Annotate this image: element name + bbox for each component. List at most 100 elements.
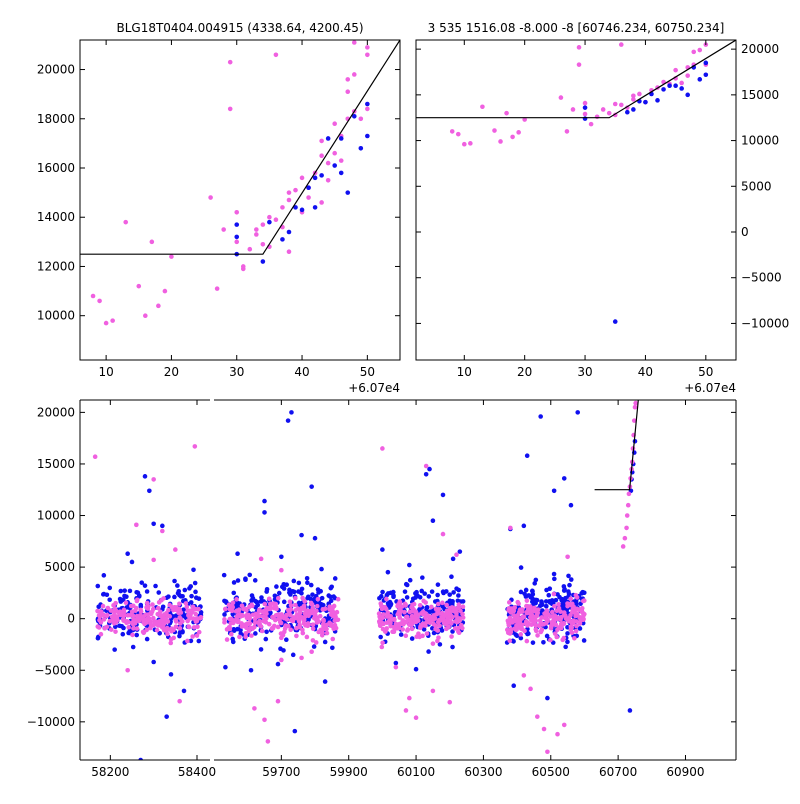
data-point xyxy=(377,614,382,619)
data-point xyxy=(402,589,408,594)
data-point xyxy=(208,195,213,200)
data-point xyxy=(351,40,357,45)
y-tick-label: 20000 xyxy=(37,405,75,419)
data-point xyxy=(514,633,520,639)
data-point xyxy=(193,606,198,612)
data-point xyxy=(575,410,581,415)
data-point xyxy=(244,625,249,631)
data-point xyxy=(437,623,442,629)
data-point xyxy=(378,594,384,599)
data-point xyxy=(244,607,249,613)
data-point xyxy=(508,525,513,531)
data-point xyxy=(129,559,135,565)
data-point xyxy=(101,617,107,622)
x-tick-label: 60700 xyxy=(599,765,637,779)
data-point xyxy=(151,659,156,665)
data-point xyxy=(296,616,302,622)
data-point xyxy=(555,627,560,633)
data-point xyxy=(380,626,386,632)
data-point xyxy=(186,624,192,630)
data-point xyxy=(413,613,418,618)
data-point xyxy=(138,609,144,614)
y-tick-label: 15000 xyxy=(37,457,75,471)
data-point xyxy=(300,595,305,601)
data-point xyxy=(160,528,165,534)
data-point xyxy=(273,52,279,58)
y-tick-label: 0 xyxy=(741,225,749,239)
data-point xyxy=(286,249,292,254)
data-point xyxy=(122,593,127,599)
data-point xyxy=(167,602,173,608)
data-point xyxy=(424,619,430,624)
data-point xyxy=(319,138,324,144)
data-point xyxy=(293,205,298,210)
data-point xyxy=(449,634,454,639)
data-point xyxy=(254,227,259,232)
y-tick-label: 16000 xyxy=(37,161,75,175)
data-point xyxy=(291,578,297,584)
bottom-panel: 58200 58400 59700 59900 60100 60300 60500 60700… xyxy=(27,399,737,779)
data-point xyxy=(191,625,197,630)
data-point xyxy=(278,620,284,626)
data-point xyxy=(417,594,423,600)
data-point xyxy=(148,619,153,624)
data-point xyxy=(612,101,618,107)
data-point xyxy=(392,617,397,622)
data-point xyxy=(297,610,303,615)
data-point xyxy=(549,609,555,615)
data-point xyxy=(134,597,140,603)
data-point xyxy=(600,107,606,112)
data-point xyxy=(558,95,564,100)
data-point xyxy=(187,614,193,620)
data-point xyxy=(248,625,254,631)
data-point xyxy=(249,593,255,598)
data-point xyxy=(125,667,130,673)
data-point xyxy=(130,632,135,638)
data-point xyxy=(314,620,320,625)
data-point xyxy=(168,637,174,642)
data-point xyxy=(319,632,325,638)
data-point xyxy=(288,603,294,608)
data-point xyxy=(330,645,335,651)
data-point xyxy=(551,488,557,494)
data-point xyxy=(177,633,182,639)
data-point xyxy=(631,107,636,112)
data-point xyxy=(551,571,557,577)
data-point xyxy=(548,637,553,643)
data-point xyxy=(435,582,441,587)
data-point xyxy=(92,454,98,460)
data-point xyxy=(191,567,196,573)
data-point xyxy=(125,551,130,556)
data-point xyxy=(544,603,549,609)
data-point xyxy=(227,106,233,112)
data-point xyxy=(95,583,101,589)
data-point xyxy=(320,617,326,623)
data-point xyxy=(274,584,279,589)
data-point xyxy=(580,598,586,604)
data-point xyxy=(293,595,298,601)
data-point xyxy=(151,557,156,563)
data-point xyxy=(152,619,158,625)
data-point xyxy=(188,638,194,644)
data-point xyxy=(145,606,151,611)
data-point xyxy=(519,609,525,614)
data-point xyxy=(554,608,560,614)
data-point xyxy=(319,153,324,158)
data-point xyxy=(334,617,340,622)
data-point xyxy=(576,45,582,50)
data-point xyxy=(385,601,391,606)
data-point xyxy=(122,588,127,593)
data-point xyxy=(254,232,259,237)
data-point xyxy=(143,620,149,626)
data-point xyxy=(158,613,164,619)
data-point xyxy=(230,639,236,645)
data-point xyxy=(552,603,557,609)
data-point xyxy=(376,619,382,624)
data-point xyxy=(383,606,389,612)
data-point xyxy=(558,617,563,622)
data-point xyxy=(440,492,446,498)
data-point xyxy=(310,638,316,643)
data-point xyxy=(123,600,129,606)
data-point xyxy=(521,673,527,678)
data-point xyxy=(262,601,268,607)
